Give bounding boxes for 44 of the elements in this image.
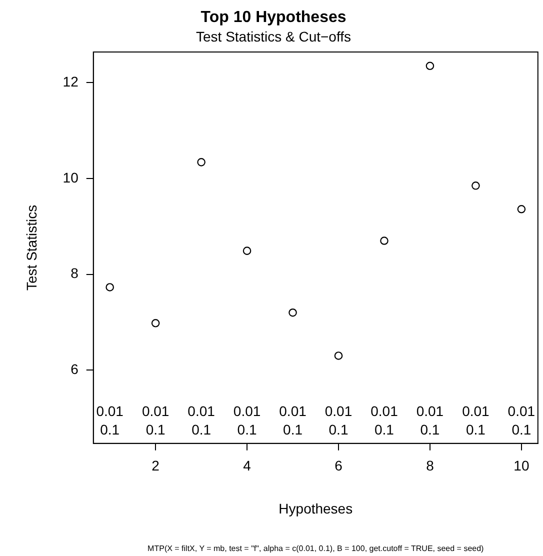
y-tick-label: 6	[70, 360, 79, 377]
point	[151, 319, 160, 328]
y-axis-title: Test Statistics	[23, 204, 40, 290]
point	[334, 352, 343, 360]
annotation: 0.01	[188, 402, 216, 419]
point	[242, 246, 252, 255]
annotation: 0.01	[508, 402, 536, 419]
annotation: 0.1	[420, 421, 440, 438]
y-tick-label: 8	[70, 265, 79, 282]
annotation: 0.1	[283, 421, 303, 438]
x-tick-label: 4	[243, 458, 252, 474]
x-tick-label: 2	[152, 458, 160, 474]
annotation: 0.01	[279, 402, 307, 419]
point	[517, 204, 526, 214]
annotation: 0.1	[100, 421, 120, 438]
point	[380, 236, 388, 245]
annotation: 0.01	[462, 402, 490, 419]
annotation: 0.1	[512, 421, 532, 438]
annotation: 0.1	[192, 421, 212, 438]
chart-subtitle: Test Statistics & Cut−offs	[196, 28, 351, 44]
annotation: 0.01	[324, 402, 352, 419]
x-tick-label: 6	[334, 458, 343, 474]
annotation: 0.01	[142, 402, 170, 419]
point	[426, 62, 434, 70]
x-tick-label: 8	[426, 458, 434, 474]
annotation: 0.1	[466, 421, 486, 438]
y-tick-label: 10	[62, 169, 79, 186]
point	[106, 283, 114, 292]
annotation: 0.01	[233, 402, 261, 419]
text: MTP(X = filtX, Y = mb, test = "f", alpha = c(0.01, 0.1), B = 100, get.cutoff = TRUE, seed = seed)	[148, 544, 484, 554]
x-axis-title: Hypotheses	[278, 500, 353, 516]
point	[472, 182, 480, 190]
x-tick-label: 10	[514, 458, 530, 474]
annotation: 0.1	[237, 421, 257, 438]
chart-title: Top 10 Hypotheses	[200, 9, 346, 26]
point	[288, 308, 297, 317]
annotation: 0.1	[146, 421, 166, 438]
y-tick-label: 12	[62, 74, 79, 90]
annotation: 0.1	[374, 421, 394, 438]
annotation: 0.01	[370, 402, 398, 419]
point	[197, 158, 206, 166]
annotation: 0.01	[96, 402, 124, 419]
annotation: 0.01	[416, 402, 444, 419]
annotation: 0.1	[328, 421, 348, 438]
